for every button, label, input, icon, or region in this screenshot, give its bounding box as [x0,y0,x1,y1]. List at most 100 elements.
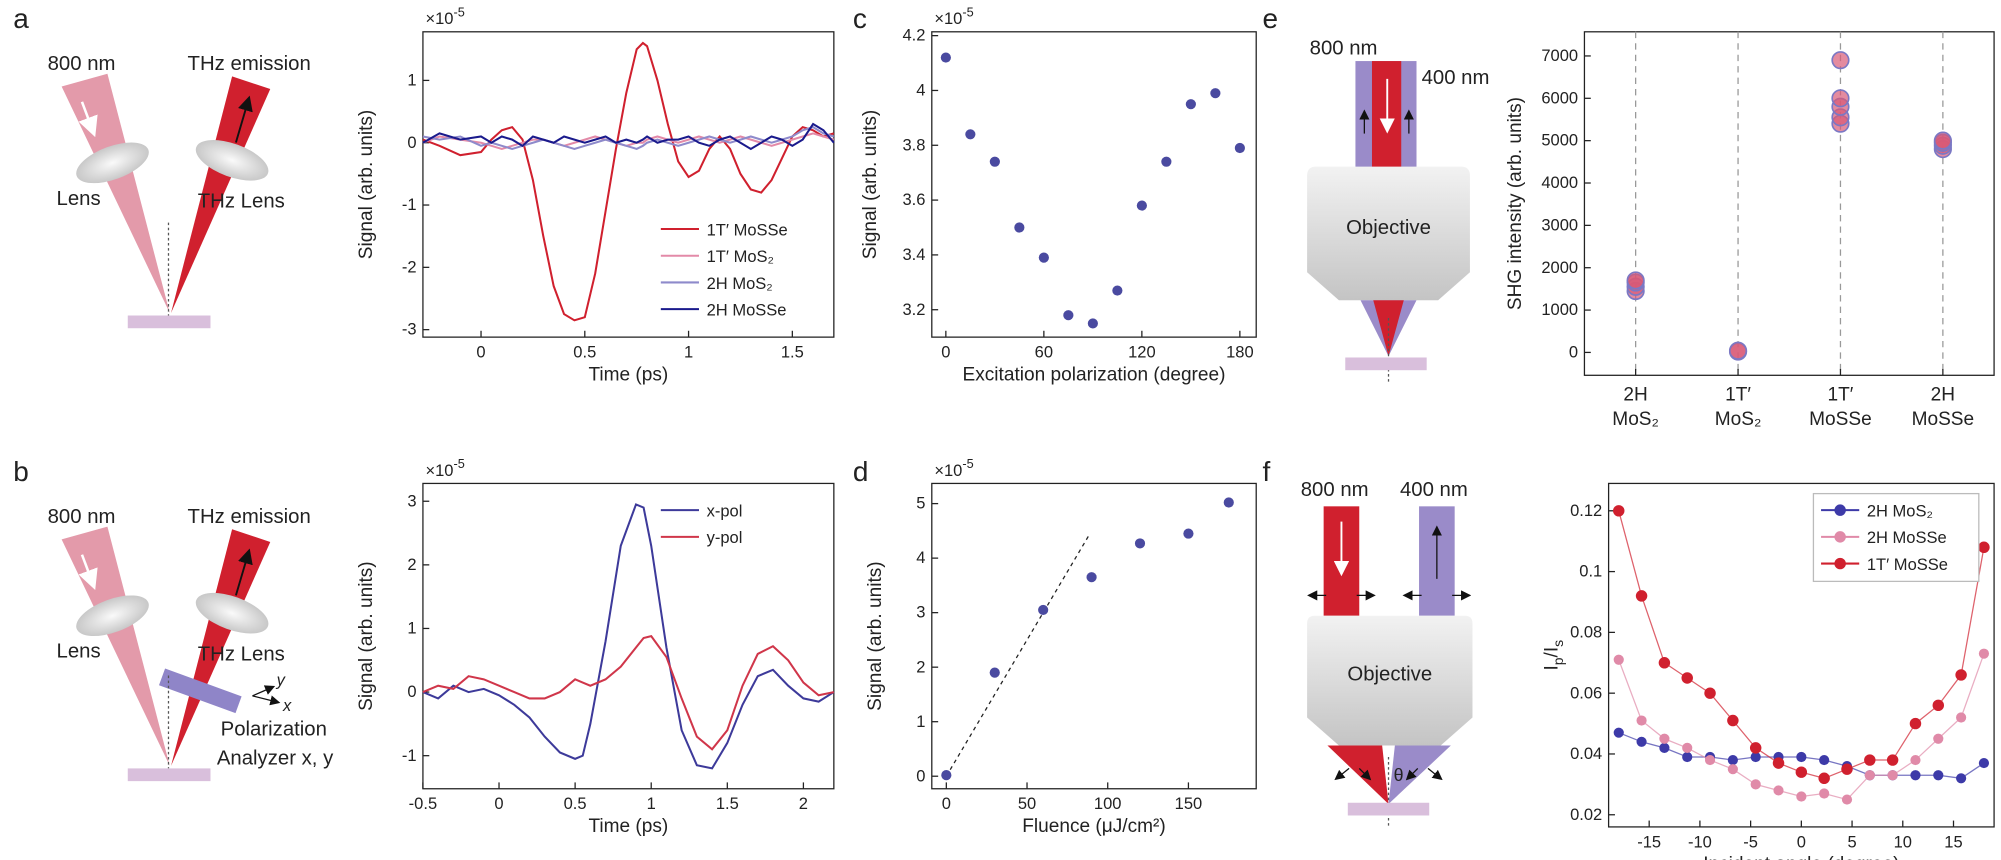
x-tick-label: 2H [1931,385,1955,406]
multiplier-exponent: -5 [962,5,973,20]
plot-frame [1583,31,1995,376]
data-point [1864,754,1876,766]
data-point [989,667,1000,678]
panel-label: a [13,3,29,34]
data-point [1978,757,1990,769]
y-tick-label: 2000 [1541,258,1578,277]
label: θ [1394,765,1404,785]
y-tick-label: 0 [1569,343,1578,362]
x-tick-label: 60 [1035,342,1053,361]
label: 800 nm [1301,479,1369,501]
data-point [1841,794,1853,805]
data-point [1772,757,1785,769]
data-point [1185,99,1196,110]
y-tick-label: 1 [916,712,925,731]
y-tick-label: 3.2 [902,300,925,319]
x-tick-label: 1.5 [781,342,804,361]
x-tick-label: 10 [1894,832,1912,851]
y-multiplier: ×10-5 [425,456,464,480]
data-point [1933,733,1944,744]
data-point [1933,131,1952,150]
data-point [1886,754,1899,766]
x-tick-label: 180 [1226,342,1254,361]
y-axis-label-part: p [1550,657,1566,665]
data-point [1910,754,1921,766]
shg-cone [1388,745,1451,805]
data-point [1210,88,1221,99]
legend-label: 1T′ MoS₂ [707,247,774,266]
y-tick-label: 3000 [1541,215,1578,234]
series-line [422,126,835,151]
x-tick-label: 5 [1847,832,1856,851]
label: THz emission [188,53,311,75]
data-point [1727,714,1739,727]
data-point [1932,699,1945,712]
x-tick-label: 0 [476,342,485,361]
data-point [1659,742,1670,753]
y-tick-label: 5 [916,494,925,513]
data-point [1956,773,1967,784]
y-tick-label: 3.6 [902,190,925,209]
data-point [1613,727,1624,738]
y-multiplier: ×10-5 [934,5,973,29]
data-point [1613,505,1625,517]
plot-frame [422,31,835,338]
y-tick-label: 2 [407,555,416,574]
x-tick-label: 100 [1094,794,1122,813]
data-point [1087,318,1098,329]
arrow [78,554,98,590]
data-point [1909,717,1922,730]
x-tick-label: 120 [1128,342,1156,361]
data-point [1749,742,1762,754]
y-tick-label: 1 [407,619,416,638]
objective [1307,615,1473,746]
panel-label: d [853,456,869,487]
y-tick-label: -1 [402,195,417,214]
series-line [422,41,835,322]
x-tick-label: 1 [647,794,656,813]
y-tick-label: -1 [402,746,417,765]
legend-label: 1T′ MoSSe [707,220,788,239]
data-point [940,52,951,63]
arrow [78,101,98,138]
arrow [252,685,276,697]
multiplier-exponent: -5 [453,456,464,471]
diagram-f: 800 nm 400 nm Objective θ [1301,479,1473,827]
data-point [1728,341,1748,360]
chart: -3 -2 -1 0 1 0 0.5 1 1.5 Time (ps) Signal (arb. un… [356,5,835,385]
substrate [1345,357,1427,371]
x-tick-label: MoS₂ [1612,409,1659,430]
lens [76,142,149,184]
fit-line [945,535,1089,777]
label: 800 nm [48,506,116,528]
x-axis-label: Time (ps) [588,364,668,385]
data-point [1819,754,1830,766]
multiplier-exponent: -5 [962,456,973,471]
x-tick-label: -0.5 [409,794,437,813]
y-multiplier: ×10-5 [934,456,973,480]
label: 400 nm [1422,67,1490,89]
data-point [1682,742,1693,753]
arrow [1405,767,1419,781]
y-tick-label: 0.04 [1570,744,1602,763]
y-tick-label: 0 [407,133,416,152]
y-tick-label: 0 [916,766,925,785]
y-tick-label: 5000 [1541,131,1578,150]
data-point [1978,541,1990,553]
label: 800 nm [48,53,116,75]
x-tick-label: 2H [1623,385,1647,406]
label: Lens [57,188,101,210]
series-line [422,122,835,151]
plot-frame [931,31,1257,338]
x-tick-label: 50 [1018,794,1036,813]
data-point [989,156,1000,167]
chart: 0.02 0.04 0.06 0.08 0.1 0.12 -15 -10 -5 0 5 10 15 Inc… [1542,482,1995,860]
data-point [1955,669,1967,681]
legend-label: 2H MoSSe [707,301,787,320]
substrate [127,768,211,782]
label: Objective [1347,664,1432,686]
y-tick-label: 4 [916,81,925,100]
data-point [1727,754,1738,766]
data-point [1841,763,1853,775]
x-tick-label: 150 [1175,794,1203,813]
